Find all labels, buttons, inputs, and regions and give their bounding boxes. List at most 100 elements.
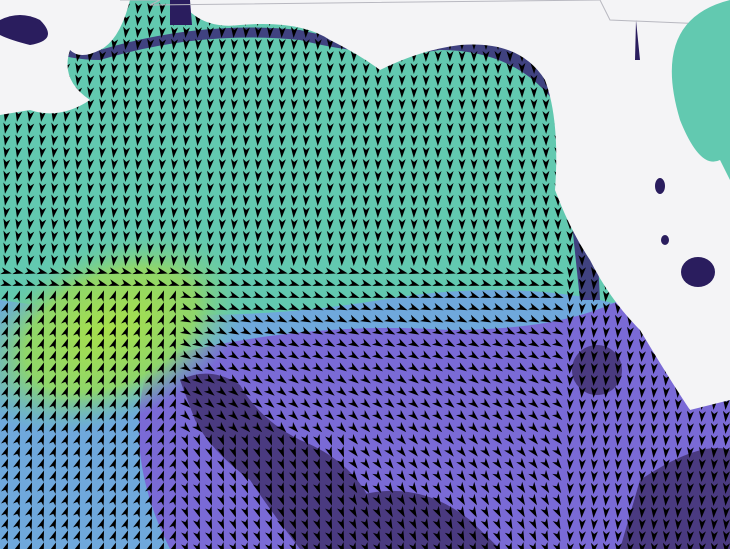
wave-direction-arrow [614,362,622,374]
wave-direction-arrow [602,494,610,506]
wave-direction-arrow [446,182,454,194]
wave-direction-arrow [171,134,179,146]
wave-direction-arrow [434,110,442,122]
wave-direction-arrow [506,74,514,86]
wave-direction-arrow [506,86,514,98]
wave-direction-arrow [626,470,634,482]
wave-direction-arrow [251,350,264,360]
wave-direction-arrow [265,434,273,446]
wave-direction-arrow [229,434,237,446]
wave-direction-arrow [204,302,216,311]
wave-direction-arrow [686,470,694,482]
wave-direction-arrow [626,494,634,506]
wave-direction-arrow [504,457,514,469]
wave-direction-arrow [301,470,309,482]
wave-direction-arrow [251,398,263,408]
wave-direction-arrow [157,458,165,470]
wave-direction-arrow [132,267,144,275]
wave-direction-arrow [360,433,371,445]
wave-direction-arrow [183,26,191,38]
wave-direction-arrow [72,279,84,286]
wave-direction-arrow [61,314,69,326]
wave-direction-arrow [552,302,564,311]
lake [0,15,48,45]
wave-direction-arrow [518,194,526,206]
wave-direction-arrow [698,458,706,470]
wave-direction-arrow [407,410,419,421]
wave-direction-arrow [180,421,191,433]
wave-direction-arrow [37,446,45,458]
wave-direction-arrow [458,206,466,218]
wave-direction-arrow [515,362,527,372]
wave-direction-arrow [25,458,33,470]
wave-direction-arrow [470,242,478,254]
wave-direction-arrow [61,338,69,350]
wave-direction-arrow [698,482,706,494]
wave-direction-arrow [278,74,286,86]
wave-direction-arrow [111,50,119,62]
wave-direction-arrow [241,470,249,482]
wave-direction-arrow [181,506,189,518]
wave-direction-arrow [191,362,203,372]
wave-direction-arrow [590,398,598,410]
wave-direction-arrow [27,194,35,206]
wave-direction-arrow [722,410,730,422]
wave-direction-arrow [662,458,670,470]
wave-direction-arrow [446,194,454,206]
wave-direction-arrow [15,206,23,218]
wave-direction-arrow [135,14,143,26]
wave-direction-arrow [470,218,478,230]
wave-direction-arrow [410,230,418,242]
wave-direction-arrow [37,398,45,410]
wave-direction-arrow [312,267,324,275]
wave-direction-arrow [242,122,250,134]
wave-direction-arrow [207,206,214,218]
wave-direction-arrow [383,398,395,408]
wave-direction-arrow [109,386,117,398]
wave-direction-arrow [434,242,442,254]
wave-direction-arrow [290,158,298,170]
wave-direction-arrow [516,517,525,530]
wave-direction-arrow [602,386,610,398]
wave-direction-arrow [159,158,167,170]
wave-direction-arrow [398,74,406,86]
wave-direction-arrow [335,410,347,421]
wave-direction-arrow [311,326,324,335]
wave-direction-arrow [217,518,225,530]
wave-direction-arrow [422,242,430,254]
wave-direction-arrow [347,350,360,360]
wave-direction-arrow [494,110,502,122]
wave-direction-arrow [590,410,598,422]
wave-direction-arrow [123,98,131,110]
wave-direction-arrow [482,206,490,218]
wave-direction-arrow [578,422,586,434]
wave-direction-arrow [181,446,189,458]
wave-direction-arrow [314,122,322,134]
wave-direction-arrow [396,530,405,542]
wave-direction-arrow [396,469,406,481]
wave-direction-arrow [722,422,730,434]
wave-direction-arrow [420,302,432,311]
wave-direction-arrow [458,74,466,86]
wave-direction-arrow [482,230,490,242]
wave-direction-arrow [3,194,11,206]
wave-direction-arrow [444,267,456,275]
wave-direction-arrow [85,350,93,362]
wave-direction-arrow [242,146,250,158]
wave-direction-arrow [337,434,345,446]
wave-direction-arrow [37,494,45,506]
wave-direction-arrow [193,530,201,542]
wave-direction-arrow [15,110,23,122]
wave-direction-arrow [578,446,586,458]
wave-direction-arrow [299,374,311,384]
wave-direction-arrow [49,482,57,494]
wave-direction-arrow [372,469,382,481]
wave-direction-arrow [614,374,622,386]
wave-direction-arrow [407,350,420,360]
wave-direction-arrow [480,530,489,542]
wave-direction-arrow [527,398,539,408]
wave-direction-arrow [171,158,179,170]
wave-direction-arrow [203,386,215,396]
wave-direction-arrow [290,194,298,206]
